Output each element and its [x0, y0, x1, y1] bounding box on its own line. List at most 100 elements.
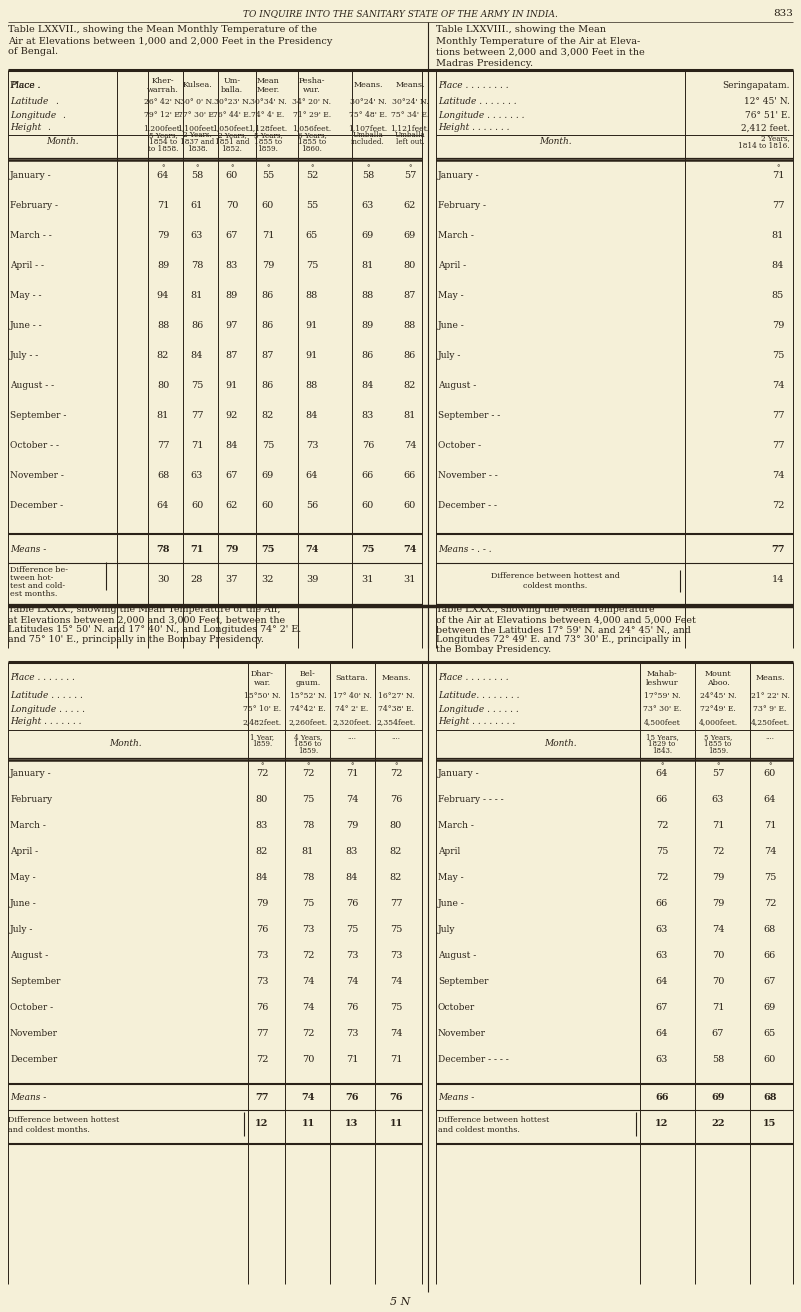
Text: 72: 72 [771, 501, 784, 510]
Text: 70: 70 [226, 202, 238, 210]
Text: 75: 75 [306, 261, 318, 270]
Text: 94: 94 [157, 291, 169, 300]
Text: 72: 72 [302, 770, 314, 778]
Text: 73: 73 [390, 951, 402, 960]
Text: 75: 75 [346, 925, 358, 934]
Text: 1859.: 1859. [258, 146, 279, 154]
Text: Meer.: Meer. [256, 87, 280, 94]
Text: Table LXXVII., showing the Mean Monthly Temperature of the: Table LXXVII., showing the Mean Monthly … [8, 25, 317, 34]
Text: 71: 71 [712, 1004, 724, 1013]
Text: 2,412 feet.: 2,412 feet. [741, 123, 790, 133]
Text: 2 Years,: 2 Years, [218, 131, 247, 139]
Text: and coldest months.: and coldest months. [8, 1126, 90, 1134]
Text: 75: 75 [764, 874, 776, 883]
Text: ....: .... [392, 733, 400, 741]
Text: 62: 62 [404, 202, 417, 210]
Text: 81: 81 [404, 412, 417, 421]
Text: 64: 64 [656, 1030, 668, 1039]
Text: 89: 89 [157, 261, 169, 270]
Text: July - -: July - - [10, 352, 39, 361]
Text: November -: November - [10, 471, 64, 480]
Text: March - -: March - - [10, 231, 52, 240]
Text: wur.: wur. [304, 87, 321, 94]
Text: 14: 14 [771, 575, 784, 584]
Text: 70: 70 [712, 951, 724, 960]
Text: November: November [10, 1030, 58, 1039]
Text: Umballa: Umballa [395, 131, 425, 139]
Text: 68: 68 [763, 1093, 777, 1102]
Text: Place .: Place . [10, 80, 40, 89]
Text: 2,482feet.: 2,482feet. [243, 718, 282, 726]
Text: 74: 74 [390, 977, 402, 987]
Text: Longitude . . . . . .: Longitude . . . . . . [438, 705, 519, 714]
Text: 11: 11 [389, 1119, 403, 1128]
Text: 60: 60 [262, 202, 274, 210]
Text: October: October [438, 1004, 475, 1013]
Text: 75: 75 [361, 546, 375, 555]
Text: 2,354feet.: 2,354feet. [376, 718, 416, 726]
Text: 12: 12 [655, 1119, 669, 1128]
Text: Um-: Um- [223, 77, 240, 85]
Text: April -: April - [438, 261, 466, 270]
Text: Mean: Mean [256, 77, 280, 85]
Text: June -: June - [438, 900, 465, 908]
Text: 62: 62 [226, 501, 238, 510]
Text: 74: 74 [712, 925, 724, 934]
Text: 67: 67 [226, 231, 238, 240]
Text: January -: January - [438, 172, 480, 181]
Text: 63: 63 [191, 231, 203, 240]
Text: 81: 81 [302, 848, 314, 857]
Text: 80: 80 [404, 261, 417, 270]
Text: 39: 39 [306, 575, 318, 584]
Text: 72: 72 [656, 821, 668, 830]
Text: °: ° [409, 164, 412, 172]
Text: Difference between hottest: Difference between hottest [8, 1117, 119, 1124]
Text: Height . . . . . . .: Height . . . . . . . [438, 123, 509, 133]
Text: 82: 82 [256, 848, 268, 857]
Text: 1859.: 1859. [252, 740, 272, 748]
Text: 72°49' E.: 72°49' E. [700, 705, 736, 712]
Text: February: February [10, 795, 52, 804]
Text: 15°52' N.: 15°52' N. [290, 691, 326, 701]
Text: 87: 87 [226, 352, 238, 361]
Text: 1855 to: 1855 to [704, 740, 731, 748]
Text: 86: 86 [362, 352, 374, 361]
Text: left out.: left out. [396, 138, 425, 146]
Text: August -: August - [10, 951, 48, 960]
Text: Place .: Place . [10, 80, 41, 89]
Text: 76: 76 [389, 1093, 403, 1102]
Text: 69: 69 [362, 231, 374, 240]
Text: 6 Years,: 6 Years, [298, 131, 326, 139]
Text: 63: 63 [712, 795, 724, 804]
Text: Latitude. . . . . . . .: Latitude. . . . . . . . [438, 691, 520, 701]
Text: and coldest months.: and coldest months. [438, 1126, 520, 1134]
Text: 85: 85 [772, 291, 784, 300]
Text: 1860.: 1860. [301, 146, 323, 154]
Text: 76: 76 [362, 442, 374, 450]
Text: December -: December - [10, 501, 63, 510]
Text: 63: 63 [191, 471, 203, 480]
Text: 66: 66 [764, 951, 776, 960]
Text: est months.: est months. [10, 590, 58, 598]
Text: 86: 86 [262, 382, 274, 391]
Text: 72: 72 [763, 900, 776, 908]
Text: May -: May - [438, 874, 464, 883]
Text: 55: 55 [306, 202, 318, 210]
Text: 72: 72 [302, 951, 314, 960]
Text: 82: 82 [390, 848, 402, 857]
Text: warrah.: warrah. [147, 87, 179, 94]
Text: 79: 79 [712, 900, 724, 908]
Text: January -: January - [10, 172, 51, 181]
Text: Latitude: Latitude [10, 97, 48, 106]
Text: 1851 and: 1851 and [215, 138, 249, 146]
Text: 75: 75 [302, 795, 314, 804]
Text: 60: 60 [764, 770, 776, 778]
Text: 79: 79 [225, 546, 239, 555]
Text: 28: 28 [191, 575, 203, 584]
Text: Air at Elevations between 1,000 and 2,000 Feet in the Presidency: Air at Elevations between 1,000 and 2,00… [8, 37, 332, 46]
Text: Kulsea.: Kulsea. [182, 81, 212, 89]
Text: 75: 75 [390, 925, 402, 934]
Text: 73: 73 [346, 951, 358, 960]
Text: 82: 82 [404, 382, 417, 391]
Text: 73: 73 [256, 977, 268, 987]
